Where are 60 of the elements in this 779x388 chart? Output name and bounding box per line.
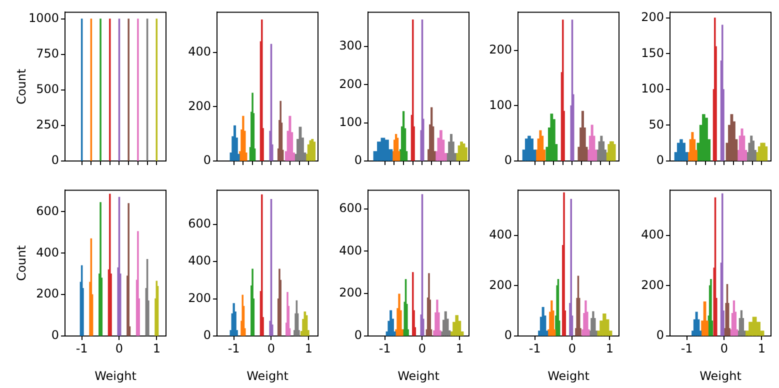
- x-tick-label: 1: [606, 341, 614, 356]
- y-tick-label: 0: [203, 328, 211, 342]
- y-tick-label: 100: [339, 114, 362, 129]
- x-tick-label: 1: [456, 341, 464, 356]
- y-tick-label: 0: [354, 328, 362, 342]
- y-tick-label: 200: [339, 286, 362, 300]
- y-tick-label: 600: [188, 216, 211, 231]
- y-tick-label: 0: [51, 153, 59, 168]
- y-tick-label: 200: [36, 286, 59, 301]
- y-tick-label: 600: [339, 200, 362, 215]
- y-tick-label: 100: [641, 82, 664, 96]
- y-tick-label: 200: [489, 42, 512, 56]
- y-tick-label: 400: [36, 245, 59, 260]
- y-tick-label: 200: [188, 290, 211, 305]
- y-tick-label: 750: [36, 46, 59, 61]
- y-tick-label: 250: [36, 118, 59, 132]
- y-tick-label: 0: [354, 153, 362, 168]
- x-tick-label: 0: [568, 341, 576, 356]
- x-tick-label: -1: [680, 341, 693, 356]
- x-axis-title: Weight: [246, 368, 289, 383]
- y-axis-title: Count: [14, 68, 28, 104]
- x-tick-label: 0: [267, 341, 276, 356]
- x-tick-label: 0: [418, 341, 426, 356]
- x-tick-label: -1: [528, 341, 541, 356]
- x-tick-label: -1: [228, 341, 240, 356]
- x-tick-label: 1: [152, 341, 160, 356]
- y-tick-label: 100: [489, 98, 512, 112]
- y-tick-label: 200: [489, 278, 512, 292]
- y-axis-title: Count: [14, 244, 28, 281]
- y-tick-label: 0: [504, 153, 512, 168]
- y-tick-label: 200: [641, 10, 664, 24]
- x-axis-title: Weight: [700, 368, 742, 383]
- x-tick-label: 1: [758, 341, 766, 356]
- y-tick-label: 200: [188, 98, 211, 113]
- y-tick-label: 50: [648, 117, 664, 132]
- y-tick-label: 0: [504, 328, 512, 342]
- y-tick-label: 0: [656, 328, 664, 342]
- y-tick-label: 300: [339, 38, 362, 53]
- y-tick-label: 500: [36, 82, 59, 96]
- y-tick-label: 0: [203, 153, 211, 168]
- y-tick-label: 400: [188, 254, 211, 268]
- y-tick-label: 0: [656, 153, 664, 168]
- x-tick-label: -1: [76, 341, 88, 356]
- y-tick-label: 200: [641, 278, 664, 292]
- x-axis-title: Weight: [94, 368, 137, 383]
- x-tick-label: 1: [304, 341, 312, 356]
- y-tick-label: 0: [51, 328, 59, 342]
- y-tick-label: 400: [339, 243, 362, 258]
- y-tick-label: 200: [339, 76, 362, 91]
- x-axis-title: Weight: [398, 368, 440, 383]
- y-tick-label: 400: [641, 227, 664, 242]
- y-tick-label: 600: [36, 204, 59, 218]
- x-tick-label: 0: [115, 341, 124, 356]
- y-tick-label: 400: [188, 44, 211, 59]
- y-tick-label: 1000: [28, 11, 59, 26]
- x-tick-label: 0: [720, 341, 728, 356]
- y-tick-label: 400: [489, 227, 512, 242]
- x-tick-label: -1: [378, 341, 391, 356]
- x-axis-title: Weight: [548, 368, 590, 383]
- y-tick-label: 150: [641, 46, 664, 60]
